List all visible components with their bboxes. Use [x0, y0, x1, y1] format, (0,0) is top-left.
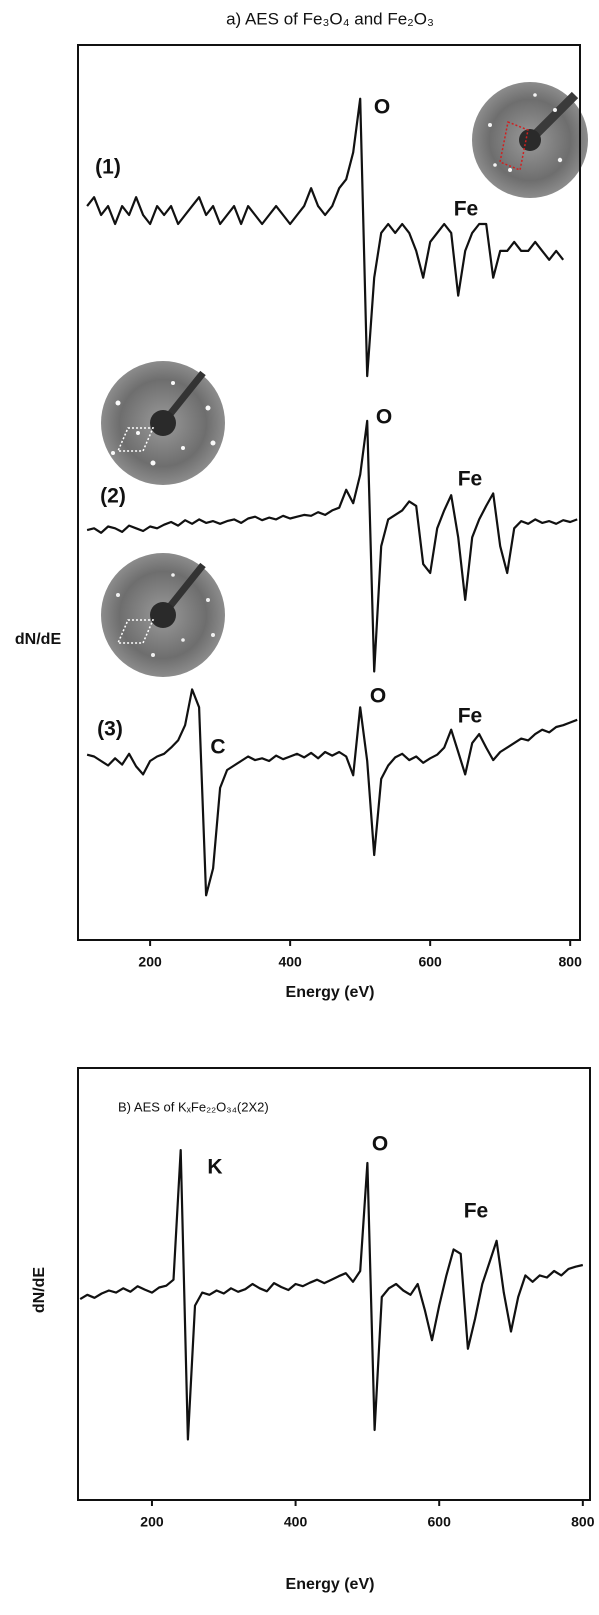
peak-annotation: Fe [454, 198, 479, 221]
y-axis-label: dN/dE [15, 631, 62, 648]
series-label: (1) [95, 156, 121, 179]
x-tick-label: 400 [284, 1514, 308, 1530]
spectrum-line [79, 1149, 584, 1441]
peak-annotation: C [210, 736, 225, 759]
spectrum-line [86, 419, 578, 673]
series-label: (3) [97, 718, 123, 741]
chart-title: B) AES of KₓFe₂₂O₃₄(2X2) [118, 1099, 269, 1114]
peak-annotation: Fe [464, 1200, 489, 1223]
plot-frame [77, 44, 581, 941]
x-tick-label: 600 [428, 1514, 452, 1530]
x-tick-label: 600 [418, 954, 442, 970]
chart-title: a) AES of Fe₃O₄ and Fe₂O₃ [226, 9, 434, 28]
x-axis-label: Energy (eV) [286, 984, 375, 1001]
x-tick-label: 800 [571, 1514, 595, 1530]
series-label: (2) [100, 485, 126, 508]
y-axis-label: dN/dE [31, 1267, 48, 1314]
peak-annotation: O [376, 406, 392, 429]
x-tick-label: 200 [138, 954, 162, 970]
spectrum-line [86, 688, 578, 897]
peak-annotation: O [370, 685, 386, 708]
plot-frame [77, 1067, 591, 1501]
x-tick-label: 200 [140, 1514, 164, 1530]
x-tick-label: 800 [559, 954, 583, 970]
peak-annotation: K [207, 1156, 222, 1179]
x-axis-label: Energy (eV) [286, 1576, 375, 1593]
peak-annotation: O [374, 96, 390, 119]
peak-annotation: O [372, 1133, 388, 1156]
peak-annotation: Fe [458, 705, 483, 728]
peak-annotation: Fe [458, 468, 483, 491]
leed-inset [101, 553, 225, 677]
leed-inset [472, 82, 588, 198]
x-tick-label: 400 [278, 954, 302, 970]
leed-inset [101, 361, 225, 485]
spectrum-line [86, 97, 565, 378]
